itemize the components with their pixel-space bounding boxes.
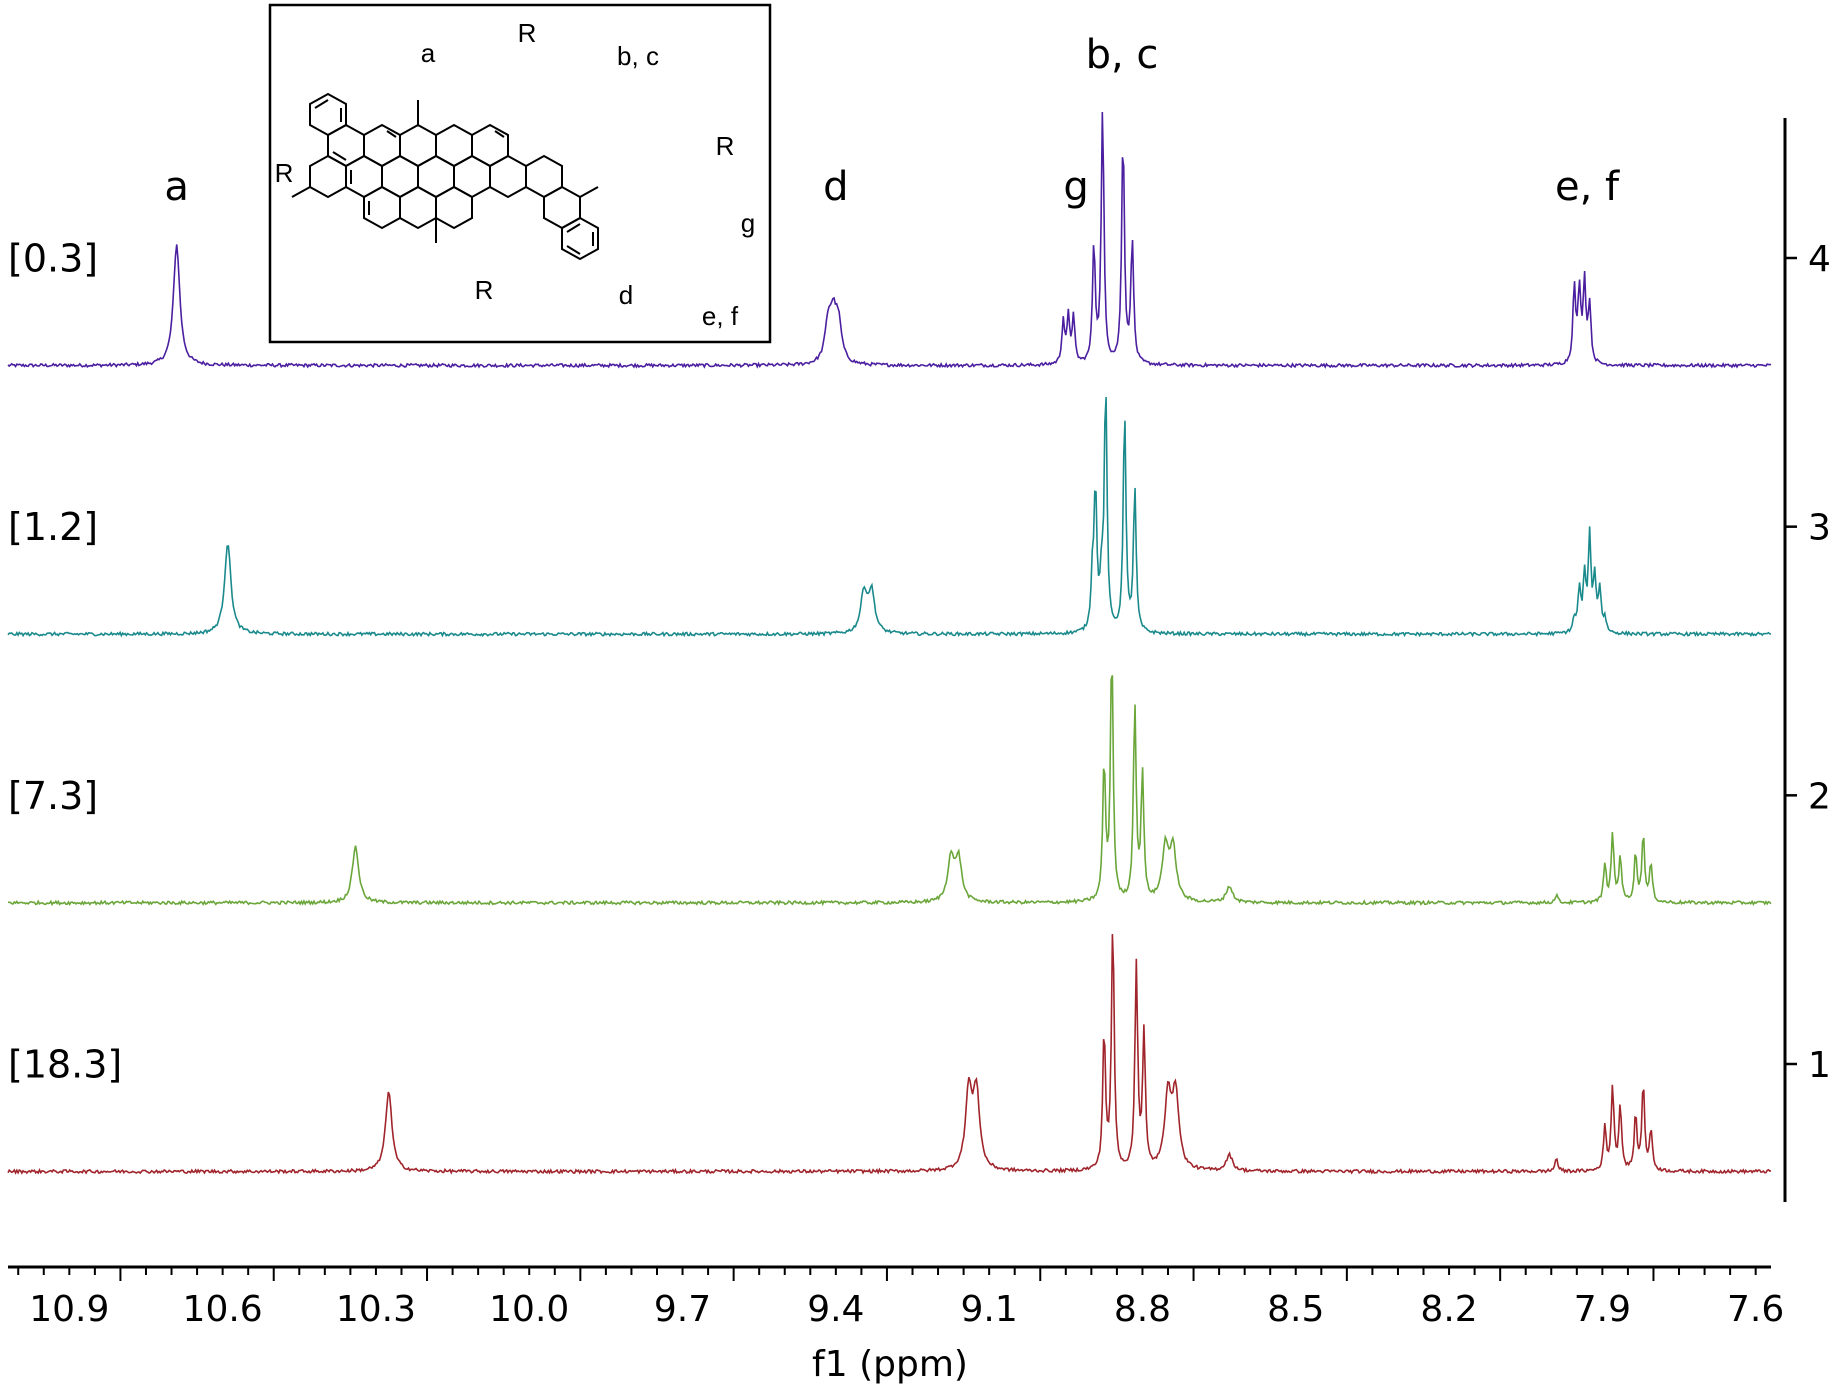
x-tick-label-9: 8.5 bbox=[1267, 1289, 1324, 1330]
spectrum-trace-1 bbox=[7, 111, 1772, 369]
spectrum-trace-2 bbox=[7, 396, 1772, 638]
trace-label-1: [0.3] bbox=[8, 236, 98, 280]
spectrum-trace-4 bbox=[7, 934, 1772, 1175]
inset-label-r-right: R bbox=[716, 131, 735, 161]
x-tick-label-4: 10.0 bbox=[489, 1289, 569, 1330]
x-tick-label-6: 9.4 bbox=[807, 1289, 864, 1330]
x-axis: 10.9 10.6 10.3 10.0 9.7 9.4 9.1 8.8 8.5 8.2 7.9 7.6… bbox=[8, 1265, 1784, 1385]
peak-labels: a d g b, c e, f bbox=[164, 32, 1620, 210]
inset-label-ef: e, f bbox=[702, 301, 739, 331]
x-tick-label-8: 8.8 bbox=[1114, 1289, 1171, 1330]
peak-label-4: b, c bbox=[1086, 32, 1159, 78]
x-tick-label-2: 10.6 bbox=[183, 1289, 263, 1330]
y-axis-ticks: 1 2 3 4 bbox=[1785, 239, 1831, 1086]
inset-label-g: g bbox=[741, 208, 755, 238]
x-tick-label-10: 8.2 bbox=[1420, 1289, 1477, 1330]
peak-label-5: e, f bbox=[1555, 164, 1620, 210]
x-axis-ticks: 10.9 10.6 10.3 10.0 9.7 9.4 9.1 8.8 8.5 8.2 7.9 7.6 bbox=[17, 1267, 1784, 1330]
x-tick-label-11: 7.9 bbox=[1574, 1289, 1631, 1330]
y-tick-label-4: 4 bbox=[1808, 239, 1831, 280]
trace-label-2: [1.2] bbox=[8, 505, 98, 549]
spectrum-traces bbox=[7, 111, 1772, 1175]
inset-label-a: a bbox=[421, 38, 436, 68]
peak-label-1: a bbox=[164, 164, 189, 210]
inset-frame bbox=[268, 3, 772, 344]
x-tick-label-1: 10.9 bbox=[29, 1289, 109, 1330]
inset-label-bc: b, c bbox=[617, 41, 659, 71]
trace-labels: [0.3] [1.2] [7.3] [18.3] bbox=[8, 236, 122, 1086]
x-axis-title: f1 (ppm) bbox=[812, 1344, 968, 1385]
x-tick-label-7: 9.1 bbox=[961, 1289, 1018, 1330]
y-axis: 1 2 3 4 bbox=[1783, 118, 1831, 1202]
peak-label-3: g bbox=[1063, 164, 1088, 210]
trace-label-4: [18.3] bbox=[8, 1042, 122, 1086]
inset-label-r-left: R bbox=[275, 158, 294, 188]
x-tick-label-12: 7.6 bbox=[1727, 1289, 1784, 1330]
molecule-inset: a R b, c R R g R d e, f bbox=[268, 3, 772, 344]
y-tick-label-3: 3 bbox=[1808, 508, 1831, 549]
x-tick-label-5: 9.7 bbox=[654, 1289, 711, 1330]
inset-label-r-top: R bbox=[518, 18, 537, 48]
x-tick-label-3: 10.3 bbox=[336, 1289, 416, 1330]
inset-label-d: d bbox=[619, 280, 633, 310]
y-tick-label-1: 1 bbox=[1808, 1045, 1831, 1086]
spectrum-trace-3 bbox=[7, 675, 1772, 907]
peak-label-2: d bbox=[823, 164, 848, 210]
y-tick-label-2: 2 bbox=[1808, 776, 1831, 817]
inset-label-r-bottom: R bbox=[475, 275, 494, 305]
molecule-structure bbox=[291, 92, 599, 261]
trace-label-3: [7.3] bbox=[8, 774, 98, 818]
